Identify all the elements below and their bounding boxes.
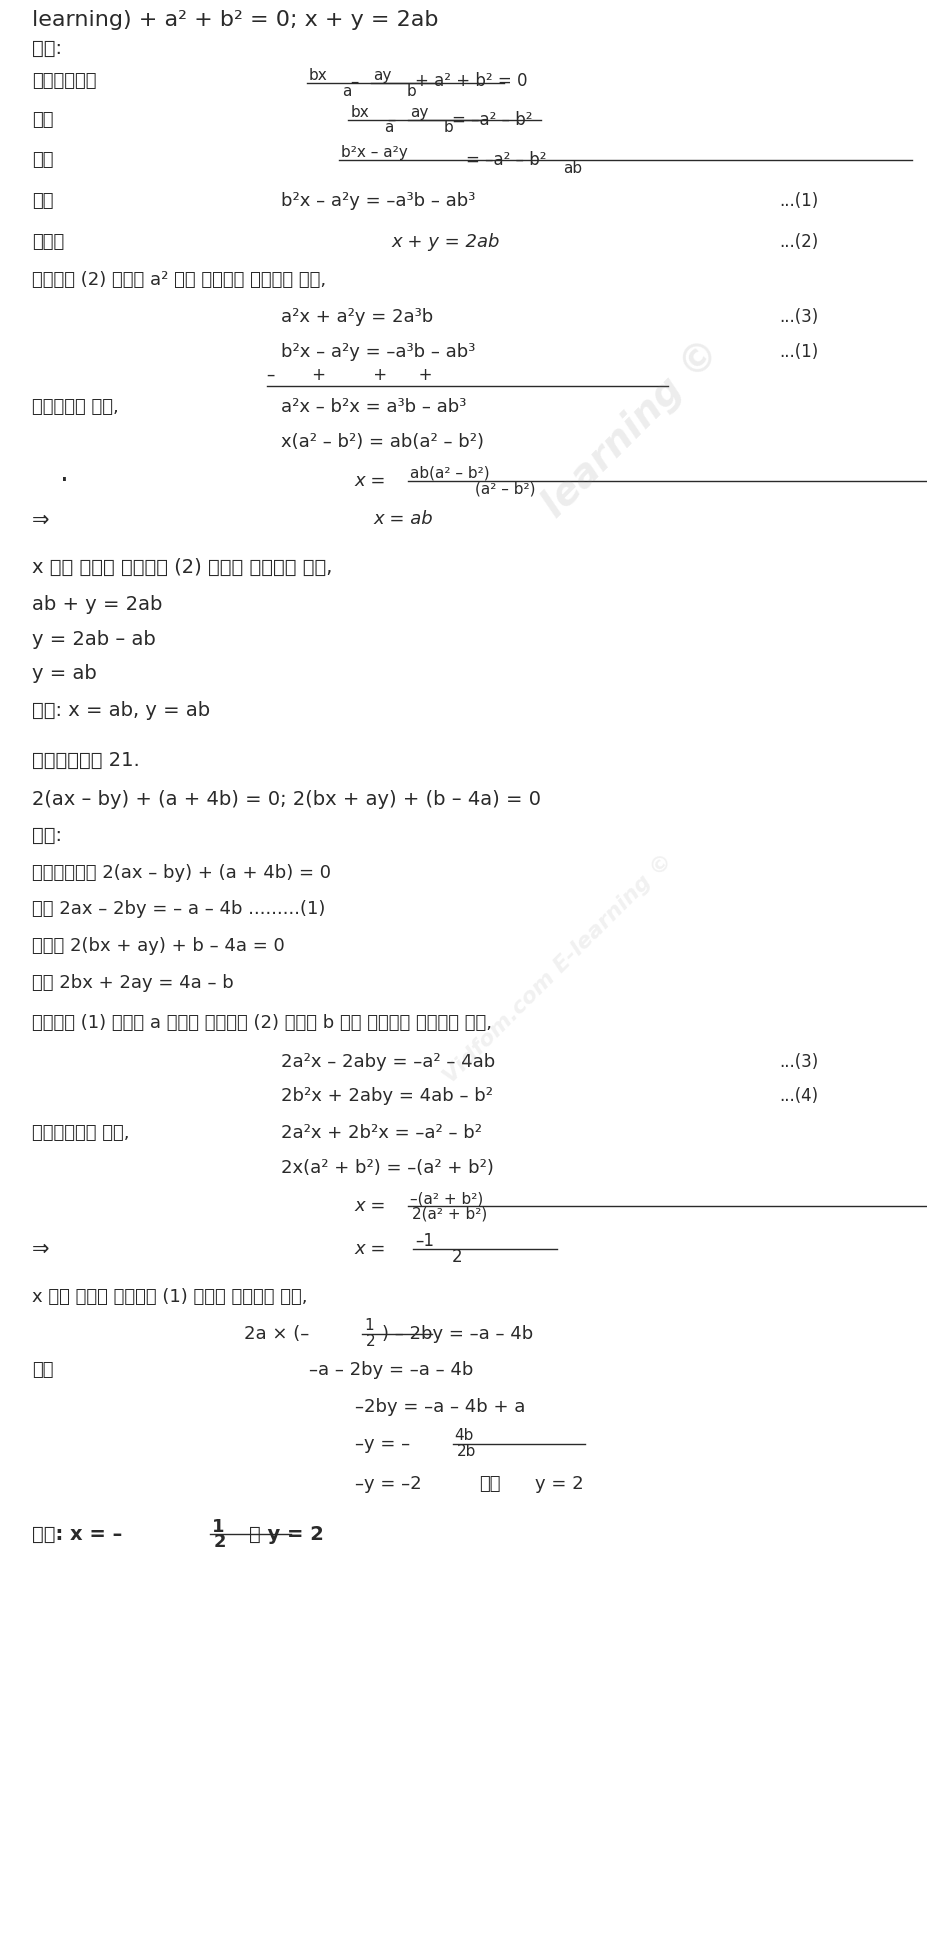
Text: समी। (1) में a तथा समी। (2) में b से गुणा करने पर,: समी। (1) में a तथा समी। (2) में b से गुण…	[32, 1014, 492, 1033]
Text: x =: x =	[355, 1240, 386, 1258]
Text: समी। (2) में a² से गुणा करने पर,: समी। (2) में a² से गुणा करने पर,	[32, 271, 326, 289]
Text: समीकरण 2(ax – by) + (a + 4b) = 0: समीकरण 2(ax – by) + (a + 4b) = 0	[32, 864, 331, 882]
Text: 2: 2	[452, 1248, 462, 1266]
Text: या: या	[32, 110, 53, 130]
Text: या: या	[479, 1475, 501, 1492]
Text: y = ab: y = ab	[32, 665, 97, 684]
Text: 2(a² + b²): 2(a² + b²)	[412, 1207, 488, 1221]
Text: या: या	[32, 192, 53, 209]
Text: a²x + a²y = 2a³b: a²x + a²y = 2a³b	[281, 308, 433, 326]
Text: 4b: 4b	[454, 1428, 474, 1444]
Text: तथा: तथा	[32, 233, 64, 250]
Text: 2a × (–: 2a × (–	[244, 1326, 309, 1343]
Text: –1: –1	[414, 1233, 434, 1250]
Text: 2a²x + 2b²x = –a² – b²: 2a²x + 2b²x = –a² – b²	[281, 1124, 482, 1141]
Text: –y = –: –y = –	[355, 1434, 410, 1454]
Text: b²x – a²y: b²x – a²y	[341, 145, 408, 161]
Text: a²x – b²x = a³b – ab³: a²x – b²x = a³b – ab³	[281, 399, 466, 417]
Text: –: –	[350, 72, 358, 91]
Text: ab + y = 2ab: ab + y = 2ab	[32, 595, 162, 614]
Text: x =: x =	[355, 471, 386, 490]
Text: –       +         +      +: – + + +	[267, 366, 433, 384]
Text: या 2bx + 2ay = 4a – b: या 2bx + 2ay = 4a – b	[32, 973, 234, 992]
Text: a: a	[343, 83, 352, 99]
Text: bx: bx	[309, 68, 328, 83]
Text: x का मान समी। (1) में रखने पर,: x का मान समी। (1) में रखने पर,	[32, 1289, 307, 1306]
Text: हल:: हल:	[32, 826, 61, 845]
Text: 2(ax – by) + (a + 4b) = 0; 2(bx + ay) + (b – 4a) = 0: 2(ax – by) + (a + 4b) = 0; 2(bx + ay) + …	[32, 789, 541, 808]
Text: x = ab: x = ab	[373, 510, 433, 529]
Text: 1: 1	[364, 1318, 373, 1333]
Text: ...(3): ...(3)	[779, 308, 818, 326]
Text: 1: 1	[211, 1517, 224, 1535]
Text: y = 2: y = 2	[534, 1475, 584, 1492]
Text: ay: ay	[373, 68, 392, 83]
Text: 2: 2	[366, 1333, 376, 1349]
Text: bx: bx	[350, 105, 369, 120]
Text: या: या	[32, 151, 53, 169]
Text: b²x – a²y = –a³b – ab³: b²x – a²y = –a³b – ab³	[281, 192, 476, 209]
Text: (a² – b²): (a² – b²)	[476, 481, 536, 496]
Text: x(a² – b²) = ab(a² – b²): x(a² – b²) = ab(a² – b²)	[281, 434, 484, 452]
Text: ...(1): ...(1)	[779, 192, 818, 209]
Text: x =: x =	[355, 1198, 386, 1215]
Text: 2b²x + 2aby = 4ab – b²: 2b²x + 2aby = 4ab – b²	[281, 1087, 493, 1105]
Text: 2b: 2b	[457, 1444, 476, 1459]
Text: a: a	[384, 120, 393, 136]
Text: ...(1): ...(1)	[779, 343, 818, 360]
Text: –2by = –a – 4b + a: –2by = –a – 4b + a	[355, 1397, 525, 1417]
Text: समीकरण: समीकरण	[32, 72, 96, 91]
Text: 2: 2	[214, 1533, 226, 1550]
Text: –y = –2: –y = –2	[355, 1475, 422, 1492]
Text: x का मान समी। (2) में रखने पर,: x का मान समी। (2) में रखने पर,	[32, 558, 332, 578]
Text: ab: ab	[563, 161, 583, 176]
Text: घटाने पर,: घटाने पर,	[32, 399, 118, 417]
Text: या 2ax – 2by = – a – 4b .........(1): या 2ax – 2by = – a – 4b .........(1)	[32, 899, 325, 919]
Text: ...(4): ...(4)	[779, 1087, 818, 1105]
Text: ⇒: ⇒	[32, 510, 49, 529]
Text: ⇒: ⇒	[32, 1238, 49, 1260]
Text: तथा 2(bx + ay) + b – 4a = 0: तथा 2(bx + ay) + b – 4a = 0	[32, 936, 285, 955]
Text: जोड़ने पर,: जोड़ने पर,	[32, 1124, 129, 1141]
Text: हल:: हल:	[32, 39, 61, 58]
Text: ) – 2by = –a – 4b: ) – 2by = –a – 4b	[383, 1326, 533, 1343]
Text: x + y = 2ab: x + y = 2ab	[392, 233, 500, 250]
Text: ...(3): ...(3)	[779, 1052, 818, 1070]
Text: ·: ·	[60, 467, 68, 494]
Text: –a – 2by = –a – 4b: –a – 2by = –a – 4b	[309, 1360, 473, 1380]
Text: learning) + a² + b² = 0; x + y = 2ab: learning) + a² + b² = 0; x + y = 2ab	[32, 10, 439, 29]
Text: = –a² – b²: = –a² – b²	[466, 151, 546, 169]
Text: –(a² + b²): –(a² + b²)	[411, 1192, 483, 1205]
Text: ay: ay	[411, 105, 428, 120]
Text: अत: x = ab, y = ab: अत: x = ab, y = ab	[32, 702, 210, 719]
Text: या: या	[32, 1360, 53, 1380]
Text: व y = 2: व y = 2	[249, 1525, 324, 1545]
Text: + a² + b² = 0: + a² + b² = 0	[414, 72, 527, 91]
Text: –: –	[387, 110, 396, 130]
Text: b: b	[444, 120, 453, 136]
Text: 2a²x – 2aby = –a² – 4ab: 2a²x – 2aby = –a² – 4ab	[281, 1052, 495, 1070]
Text: ...(2): ...(2)	[779, 233, 818, 250]
Text: b²x – a²y = –a³b – ab³: b²x – a²y = –a³b – ab³	[281, 343, 476, 360]
Text: y = 2ab – ab: y = 2ab – ab	[32, 630, 155, 649]
Text: learning ©: learning ©	[535, 333, 728, 525]
Text: = –a² – b²: = –a² – b²	[452, 110, 533, 130]
Text: ab(a² – b²): ab(a² – b²)	[411, 465, 490, 481]
Text: अत: x = –: अत: x = –	[32, 1525, 122, 1545]
Text: Vidfom.com E-learning ©: Vidfom.com E-learning ©	[439, 851, 676, 1087]
Text: b: b	[407, 83, 417, 99]
Text: प्रश्न 21.: प्रश्न 21.	[32, 752, 140, 769]
Text: 2x(a² + b²) = –(a² + b²): 2x(a² + b²) = –(a² + b²)	[281, 1159, 493, 1176]
